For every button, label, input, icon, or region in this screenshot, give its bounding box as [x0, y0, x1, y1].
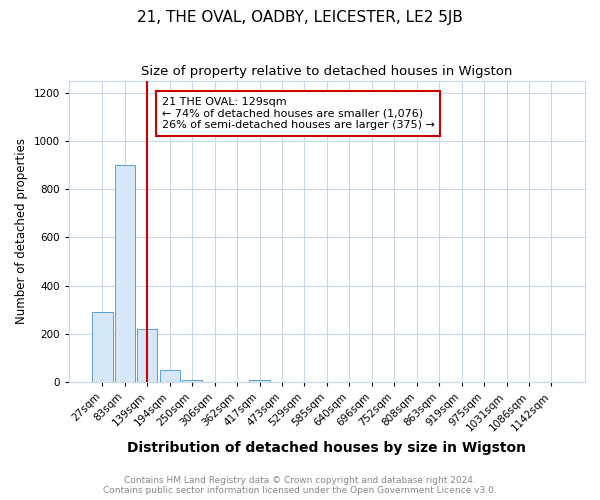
Bar — [137, 329, 157, 382]
Bar — [160, 370, 180, 382]
X-axis label: Distribution of detached houses by size in Wigston: Distribution of detached houses by size … — [127, 441, 526, 455]
Bar — [115, 165, 135, 382]
Text: Contains HM Land Registry data © Crown copyright and database right 2024.
Contai: Contains HM Land Registry data © Crown c… — [103, 476, 497, 495]
Title: Size of property relative to detached houses in Wigston: Size of property relative to detached ho… — [141, 65, 512, 78]
Y-axis label: Number of detached properties: Number of detached properties — [15, 138, 28, 324]
Text: 21, THE OVAL, OADBY, LEICESTER, LE2 5JB: 21, THE OVAL, OADBY, LEICESTER, LE2 5JB — [137, 10, 463, 25]
Text: 21 THE OVAL: 129sqm
← 74% of detached houses are smaller (1,076)
26% of semi-det: 21 THE OVAL: 129sqm ← 74% of detached ho… — [162, 97, 434, 130]
Bar — [182, 380, 202, 382]
Bar — [250, 380, 269, 382]
Bar — [92, 312, 113, 382]
